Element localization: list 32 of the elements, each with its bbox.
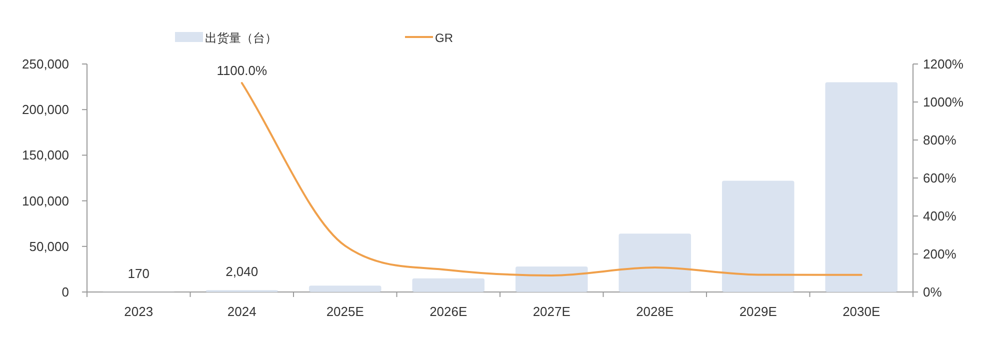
y-tick-label: 0	[62, 284, 69, 300]
legend-label: 出货量（台）	[205, 31, 277, 45]
x-tick-label: 2027E	[532, 304, 571, 319]
bar	[308, 286, 382, 292]
y-tick-label: 200,000	[22, 102, 69, 118]
y2-tick-label: 1200%	[923, 56, 964, 72]
bar	[825, 82, 898, 292]
y2-tick-label: 0%	[923, 284, 942, 300]
data-label: 1100.0%	[216, 63, 268, 78]
y-tick-label: 250,000	[22, 56, 69, 72]
y2-tick-label: 800%	[923, 132, 957, 148]
x-tick-label: 2028E	[636, 304, 674, 319]
bar	[515, 266, 588, 292]
x-tick-label: 2025E	[326, 304, 364, 319]
data-label: 170	[128, 266, 150, 281]
bar	[722, 180, 794, 292]
bar	[618, 234, 692, 292]
legend-label: GR	[435, 31, 454, 45]
x-tick-label: 2024	[227, 304, 256, 319]
data-label: 2,040	[226, 264, 258, 280]
y2-tick-label: 400%	[923, 208, 957, 224]
x-tick-label: 2030E	[842, 304, 880, 319]
x-tick-label: 2023	[124, 304, 154, 319]
x-tick-label: 2029E	[739, 304, 778, 319]
y2-tick-label: 200%	[923, 246, 957, 262]
y2-tick-label: 600%	[923, 170, 957, 186]
x-tick-label: 2026E	[430, 304, 468, 319]
y-tick-label: 50,000	[29, 238, 69, 254]
bar	[412, 278, 485, 292]
y-tick-label: 150,000	[22, 148, 69, 163]
y-tick-label: 100,000	[22, 193, 69, 208]
y2-tick-label: 1000%	[923, 94, 964, 110]
